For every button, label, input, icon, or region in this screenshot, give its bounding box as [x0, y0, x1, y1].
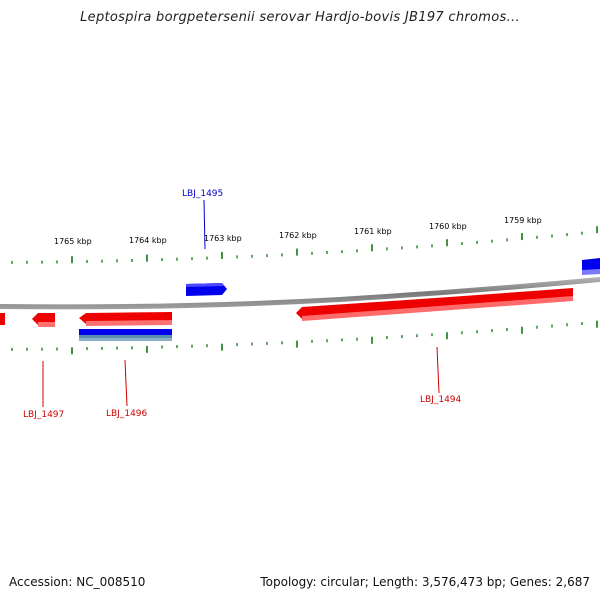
kbp-label: 1762 kbp: [279, 231, 317, 240]
accession-text: Accession: NC_008510: [9, 575, 146, 589]
outer-tick-ring: [11, 226, 598, 264]
summary-text: Topology: circular; Length: 3,576,473 bp…: [260, 575, 590, 589]
gene-leader-line: [436, 346, 440, 394]
kbp-label: 1763 kbp: [204, 234, 242, 243]
gene-feature-lbj-1494[interactable]: [296, 288, 573, 321]
gene-feature-edge-left[interactable]: [0, 313, 5, 325]
kbp-label: 1761 kbp: [354, 227, 392, 236]
gene-feature-lbj-1497[interactable]: [32, 313, 55, 327]
gene-label-lbj-1497[interactable]: LBJ_1497: [23, 410, 64, 420]
gene-leader-line: [203, 199, 206, 250]
gene-label-lbj-1494[interactable]: LBJ_1494: [420, 395, 462, 405]
kbp-label: 1764 kbp: [129, 236, 167, 245]
chromosome-backbone: [0, 277, 600, 310]
kbp-label: 1759 kbp: [504, 216, 542, 225]
gene-feature-edge[interactable]: [582, 258, 600, 275]
gene-feature-lbj-1495[interactable]: [186, 283, 227, 296]
rna-feature-band[interactable]: [79, 329, 172, 341]
inner-tick-ring: [11, 320, 598, 355]
gene-label-lbj-1496[interactable]: LBJ_1496: [106, 409, 148, 419]
gene-leader-line: [124, 359, 128, 407]
kbp-label: 1760 kbp: [429, 222, 467, 231]
map-title: Leptospira borgpetersenii serovar Hardjo…: [80, 10, 520, 25]
gene-label-lbj-1495[interactable]: LBJ_1495: [182, 189, 223, 199]
gene-feature-lbj-1496[interactable]: [79, 312, 172, 326]
kbp-label: 1765 kbp: [54, 237, 92, 246]
